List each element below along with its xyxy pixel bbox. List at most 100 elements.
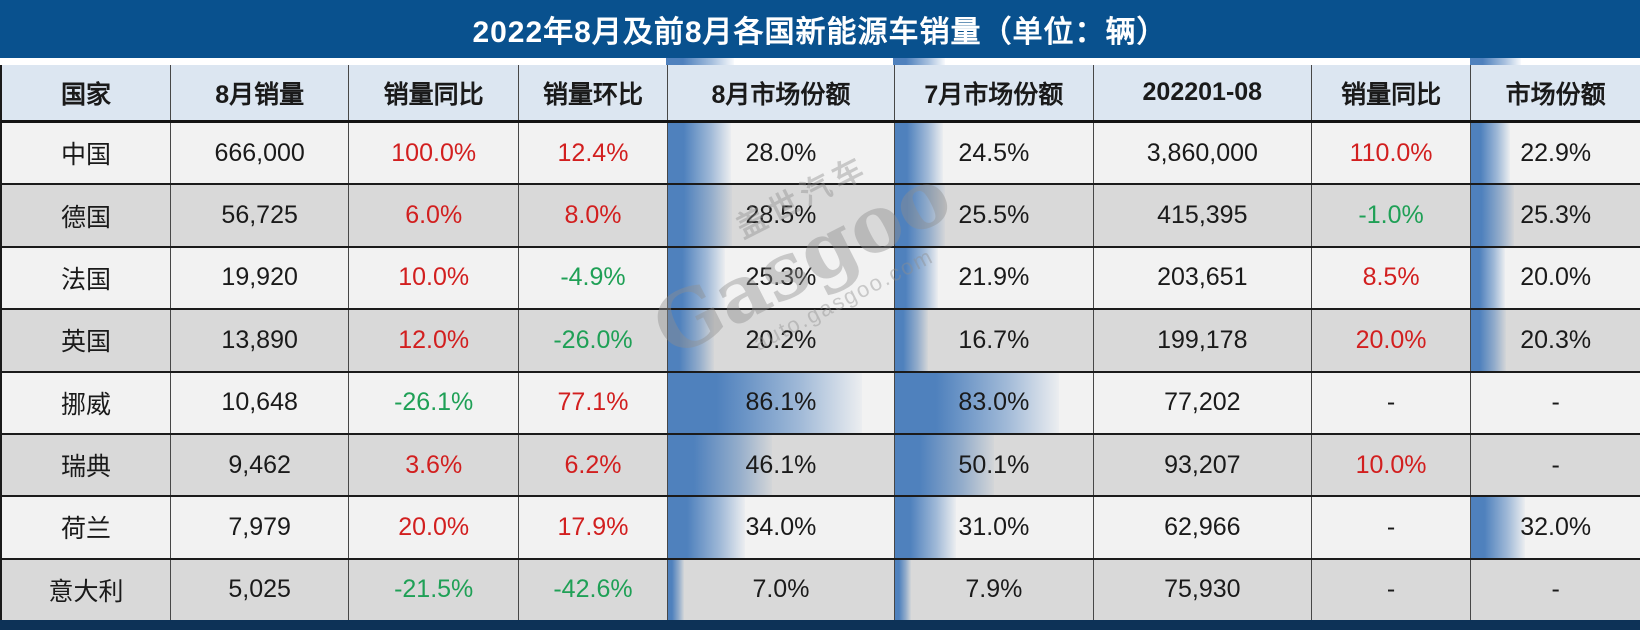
share-value: 31.0% (958, 512, 1030, 541)
cell-sales_yoy: 20.0% (348, 497, 518, 558)
value-increase: 6.0% (405, 201, 463, 230)
cell-ytd_share: - (1470, 559, 1640, 620)
cropped-cell (347, 58, 517, 65)
share-data-bar (1471, 123, 1510, 184)
cell-country: 法国 (60, 265, 111, 294)
share-value: 20.2% (745, 325, 817, 354)
share-data-bar (894, 559, 911, 620)
cell-ytd_share: - (1470, 434, 1640, 496)
cell-ytd_yoy: -1.0% (1310, 185, 1471, 246)
table-row: 意大利 5,025 -21.5% -42.6% 7.0% 7.9% 75,930- - (2, 559, 1640, 620)
cell-sales_mom: 8.0% (517, 185, 667, 246)
value-increase: 20.0% (398, 512, 470, 541)
share-data-bar (668, 559, 684, 620)
cell-aug_share: 86.1% (667, 372, 894, 433)
column-header: 8月市场份额 (667, 65, 894, 120)
header-row: 国家 8月销量 销量同比 销量环比 8月市场份额 7月市场份额 202201-08 销量同比市… (0, 65, 1640, 123)
value-decrease: -42.6% (553, 575, 633, 604)
share-value: 28.0% (745, 138, 817, 167)
share-data-bar (665, 58, 734, 65)
share-value: 7.9% (965, 575, 1023, 604)
column-header: 市场份额 (1470, 65, 1640, 120)
share-data-bar (668, 185, 733, 246)
share-value: 21.9% (958, 263, 1030, 292)
cell-ytd_share: - (1470, 372, 1640, 433)
share-value: 34.0% (745, 512, 817, 541)
value-increase: 17.9% (557, 512, 629, 541)
cell-sales_mom: 12.4% (517, 123, 667, 184)
cell-jul_share: 7.9% (893, 559, 1093, 620)
share-value: 46.1% (745, 450, 817, 479)
cell-country: 挪威 (60, 390, 111, 419)
share-data-bar (668, 372, 863, 433)
cell-ytd_sales: 75,930 (1092, 559, 1311, 620)
share-value: 24.5% (958, 138, 1030, 167)
cell-jul_share: 50.1% (893, 434, 1093, 496)
cell-ytd_share: 20.3% (1470, 310, 1640, 371)
cell-aug_share: 28.0% (667, 123, 894, 184)
bottom-strip (0, 620, 1640, 630)
cell-ytd_share: 20.0% (1470, 247, 1640, 309)
cropped-cell (892, 58, 1092, 65)
share-value: 28.5% (745, 201, 817, 230)
cell-country: 中国 (60, 141, 111, 170)
cell-ytd_yoy: 110.0% (1310, 123, 1471, 184)
cropped-cell (1092, 58, 1310, 65)
cell-country: 瑞典 (60, 453, 111, 482)
value-increase: 77.1% (557, 388, 629, 417)
cell-sales_yoy: 6.0% (348, 185, 518, 246)
value-increase: 6.2% (564, 450, 622, 479)
cell-sales_yoy: 100.0% (348, 123, 518, 184)
table-row: 瑞典 9,462 3.6% 6.2% 46.1% 50.1% 93,207 10.0% - (2, 434, 1640, 498)
column-header: 国家 (60, 80, 111, 109)
cell-aug_share: 46.1% (667, 434, 894, 496)
table-row: 法国 19,920 10.0% -4.9% 25.3% 21.9% 203,651 8.5% 2… (2, 247, 1640, 311)
value-increase: 110.0% (1349, 138, 1433, 167)
cell-ytd_yoy: - (1310, 372, 1471, 433)
share-data-bar (892, 58, 945, 65)
column-header: 202201-08 (1092, 65, 1311, 120)
cell-ytd_yoy: 20.0% (1310, 310, 1471, 371)
share-data-bar (668, 123, 732, 184)
cropped-cell (1310, 58, 1470, 65)
table-body: 中国 666,000 100.0% 12.4% 28.0% 24.5% 3,860,000 1… (0, 123, 1640, 620)
share-value: 32.0% (1520, 512, 1592, 541)
share-value: 83.0% (958, 388, 1030, 417)
cell-aug_sales: 9,462 (169, 434, 349, 496)
share-data-bar (894, 497, 957, 558)
cell-jul_share: 16.7% (893, 310, 1093, 371)
cell-ytd_yoy: - (1310, 559, 1471, 620)
value-decrease: -4.9% (560, 263, 626, 292)
cell-ytd_sales: 199,178 (1092, 310, 1311, 371)
cell-sales_mom: -42.6% (517, 559, 667, 620)
column-header: 销量同比 (348, 65, 518, 120)
share-data-bar (894, 434, 995, 496)
column-header: 销量环比 (517, 65, 667, 120)
cell-aug_share: 7.0% (667, 559, 894, 620)
value-decrease: -26.1% (394, 388, 474, 417)
cell-ytd_sales: 62,966 (1092, 497, 1311, 558)
cell-jul_share: 21.9% (893, 247, 1093, 309)
cell-ytd_sales: 3,860,000 (1092, 123, 1311, 184)
cell-aug_sales: 56,725 (169, 185, 349, 246)
value-increase: 12.4% (557, 138, 629, 167)
cell-aug_sales: 13,890 (169, 310, 349, 371)
cropped-cell (517, 58, 666, 65)
table-row: 中国 666,000 100.0% 12.4% 28.0% 24.5% 3,860,000 1… (2, 123, 1640, 186)
share-data-bar (1471, 185, 1515, 246)
share-data-bar (1470, 58, 1522, 65)
cell-jul_share: 24.5% (893, 123, 1093, 184)
cropped-cell (665, 58, 893, 65)
column-header: 销量同比 (1310, 65, 1471, 120)
cropped-cell (0, 58, 168, 65)
cell-aug_sales: 19,920 (169, 247, 349, 309)
share-value: 16.7% (958, 325, 1030, 354)
share-data-bar (668, 434, 773, 496)
share-value: 20.3% (1520, 325, 1592, 354)
cell-ytd_share: 32.0% (1470, 497, 1640, 558)
cell-aug_sales: 666,000 (169, 123, 349, 184)
share-value: 50.1% (958, 450, 1030, 479)
cell-ytd_yoy: 8.5% (1310, 247, 1471, 309)
value-increase: 8.5% (1362, 263, 1420, 292)
table-row: 德国 56,725 6.0% 8.0% 28.5% 25.5% 415,395 -1.0% 25… (2, 185, 1640, 248)
